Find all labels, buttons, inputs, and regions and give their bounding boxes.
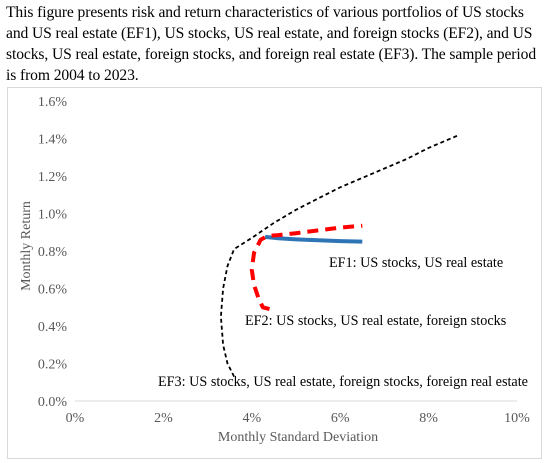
figure-caption: This figure presents risk and return cha… [6,4,537,84]
chart-area: 0.0% 0.2% 0.4% 0.6% 0.8% 1.0% 1.2% 1.4% 1.6% 0% 2… [7,87,542,459]
x-tick-label: 2% [154,411,173,426]
y-tick-label: 1.0% [38,208,68,223]
ef3-annotation: EF3: US stocks, US real estate, foreign … [158,374,528,390]
y-tick-label: 0.4% [38,320,68,335]
ef1-annotation: EF1: US stocks, US real estate [329,255,503,271]
y-tick-label: 0.6% [38,283,68,298]
y-axis-title: Monthly Return [19,201,34,291]
y-tick-label: 1.6% [38,95,68,110]
x-tick-label: 8% [419,411,438,426]
y-tick-label: 0.2% [38,358,68,373]
x-tick-label: 10% [504,411,530,426]
ef2-annotation: EF2: US stocks, US real estate, foreign … [245,313,507,329]
x-axis-title: Monthly Standard Deviation [218,430,378,445]
y-tick-label: 0.0% [38,395,68,410]
x-tick-label: 6% [331,411,350,426]
x-tick-label: 4% [242,411,261,426]
ef3-frontier-line [219,133,460,378]
y-tick-label: 0.8% [38,245,68,260]
y-tick-label: 1.2% [38,170,68,185]
frontier-chart: 0.0% 0.2% 0.4% 0.6% 0.8% 1.0% 1.2% 1.4% 1.6% 0% 2… [19,95,530,445]
ef1-frontier-line [264,234,363,244]
ef2-frontier-line [249,223,363,312]
x-tick-label: 0% [66,411,85,426]
y-tick-label: 1.4% [38,133,68,148]
